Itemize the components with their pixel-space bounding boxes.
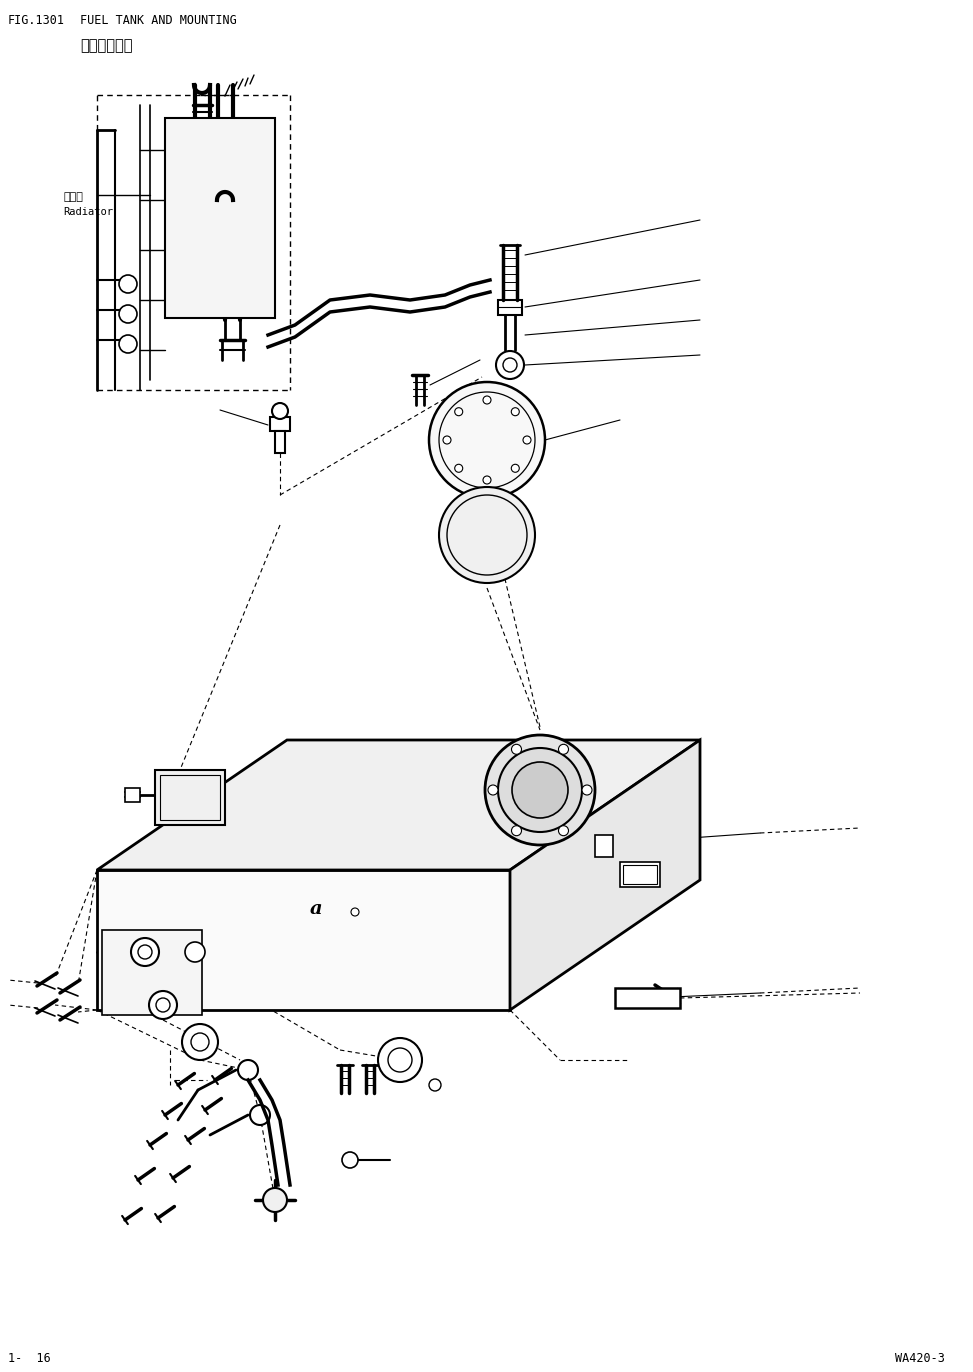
Text: FIG.1301: FIG.1301 (8, 14, 65, 27)
Bar (165, 118, 275, 318)
Circle shape (498, 748, 582, 831)
Bar (595, 836, 613, 858)
Polygon shape (97, 740, 700, 870)
Circle shape (191, 1033, 209, 1051)
Text: 燃油筱及安装: 燃油筱及安装 (80, 38, 132, 54)
Circle shape (439, 487, 535, 583)
Circle shape (149, 991, 177, 1019)
Circle shape (429, 381, 545, 498)
Circle shape (119, 335, 137, 353)
Circle shape (429, 1078, 441, 1091)
Circle shape (523, 436, 531, 445)
Circle shape (439, 392, 535, 488)
Bar (102, 930, 202, 1015)
Bar (160, 775, 220, 820)
Bar (275, 431, 285, 453)
Circle shape (263, 1188, 287, 1211)
Circle shape (488, 785, 498, 794)
Circle shape (582, 785, 592, 794)
Circle shape (559, 826, 568, 836)
Circle shape (272, 403, 288, 418)
Circle shape (483, 397, 491, 403)
Circle shape (512, 744, 522, 755)
Bar (615, 988, 680, 1008)
Circle shape (238, 1061, 258, 1080)
Circle shape (138, 945, 152, 959)
Bar (125, 788, 140, 803)
Circle shape (388, 1048, 412, 1072)
Polygon shape (510, 740, 700, 1010)
Bar (155, 770, 225, 825)
Circle shape (185, 943, 205, 962)
Polygon shape (97, 870, 510, 1010)
Circle shape (503, 358, 517, 372)
Text: 散热器: 散热器 (63, 192, 83, 202)
Circle shape (447, 495, 527, 575)
Circle shape (454, 407, 463, 416)
Circle shape (119, 305, 137, 322)
Bar (270, 417, 290, 431)
Circle shape (559, 744, 568, 755)
Circle shape (351, 908, 359, 916)
Circle shape (156, 997, 170, 1013)
Circle shape (131, 938, 159, 966)
Bar (623, 864, 657, 884)
Circle shape (496, 351, 524, 379)
Text: a: a (310, 900, 323, 918)
Circle shape (182, 1024, 218, 1061)
Circle shape (250, 1104, 270, 1125)
Circle shape (511, 407, 520, 416)
Text: Radiator: Radiator (63, 207, 113, 217)
Circle shape (443, 436, 451, 445)
Circle shape (485, 735, 595, 845)
Circle shape (512, 761, 568, 818)
Circle shape (483, 476, 491, 484)
Circle shape (119, 274, 137, 294)
Circle shape (512, 826, 522, 836)
Circle shape (342, 1152, 358, 1168)
Text: WA420-3: WA420-3 (895, 1351, 945, 1365)
Text: FUEL TANK AND MOUNTING: FUEL TANK AND MOUNTING (80, 14, 236, 27)
Circle shape (511, 464, 520, 472)
Circle shape (378, 1039, 422, 1083)
Bar (620, 862, 660, 888)
Circle shape (454, 464, 463, 472)
Text: 1-  16: 1- 16 (8, 1351, 51, 1365)
